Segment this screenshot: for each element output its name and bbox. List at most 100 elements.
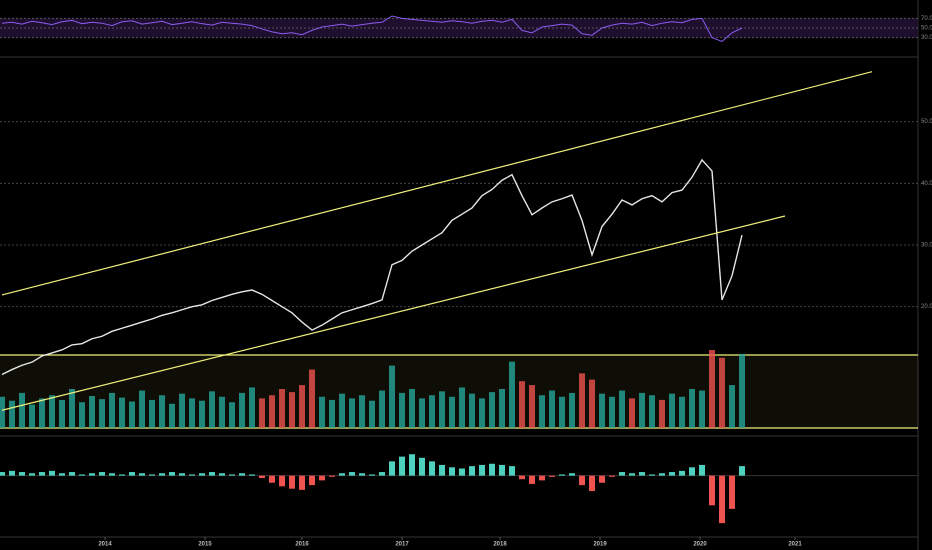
macd-bar bbox=[59, 473, 65, 476]
macd-bar bbox=[319, 475, 325, 481]
rsi-line bbox=[1, 15, 743, 43]
volume-bar bbox=[719, 357, 725, 428]
macd-bar bbox=[579, 475, 585, 486]
volume-bar bbox=[729, 385, 735, 428]
macd-bar bbox=[229, 474, 235, 476]
volume-bar bbox=[29, 404, 35, 428]
macd-bar bbox=[429, 461, 435, 476]
volume-bar bbox=[209, 391, 215, 428]
volume-bar bbox=[709, 350, 715, 428]
volume-bar bbox=[459, 387, 465, 428]
macd-bar bbox=[269, 475, 275, 483]
macd-bar bbox=[179, 473, 185, 476]
macd-bar bbox=[169, 472, 175, 476]
x-tick-label: 2020 bbox=[693, 542, 707, 548]
x-tick-label: 2016 bbox=[295, 542, 309, 548]
volume-bar bbox=[609, 396, 615, 428]
macd-bar bbox=[609, 475, 615, 477]
volume-bar bbox=[739, 353, 745, 428]
macd-bar bbox=[49, 470, 55, 476]
volume-bar bbox=[279, 389, 285, 428]
volume-bar bbox=[449, 396, 455, 428]
volume-bar bbox=[59, 399, 65, 428]
macd-bar bbox=[689, 467, 695, 476]
volume-bar bbox=[229, 402, 235, 428]
volume-bar bbox=[669, 393, 675, 428]
volume-bar bbox=[0, 396, 5, 428]
macd-bar bbox=[209, 472, 215, 476]
macd-bar bbox=[449, 467, 455, 476]
y-tick-label: 30.00 bbox=[921, 243, 932, 249]
macd-bar bbox=[309, 475, 315, 486]
macd-bar bbox=[479, 464, 485, 476]
macd-bar bbox=[109, 473, 115, 476]
macd-bar bbox=[189, 474, 195, 476]
y-tick-label: 30.00 bbox=[921, 35, 932, 41]
macd-bar bbox=[29, 473, 35, 476]
volume-bar bbox=[619, 390, 625, 428]
volume-bar bbox=[569, 392, 575, 428]
macd-bar bbox=[349, 472, 355, 476]
macd-bar bbox=[149, 474, 155, 476]
macd-bar bbox=[119, 474, 125, 476]
macd-bar bbox=[139, 473, 145, 476]
macd-bar bbox=[519, 475, 525, 480]
macd-bar bbox=[679, 470, 685, 476]
macd-bar bbox=[419, 457, 425, 476]
x-tick-label: 2018 bbox=[493, 542, 507, 548]
volume-bar bbox=[159, 395, 165, 428]
volume-bar bbox=[309, 369, 315, 428]
volume-bar bbox=[549, 390, 555, 428]
volume-bar bbox=[149, 399, 155, 428]
volume-bar bbox=[419, 398, 425, 428]
volume-bar bbox=[399, 392, 405, 428]
macd-bar bbox=[649, 474, 655, 476]
volume-bar bbox=[179, 393, 185, 428]
macd-bar bbox=[329, 475, 335, 477]
macd-bar bbox=[279, 475, 285, 487]
volume-bar bbox=[99, 399, 105, 428]
macd-bar bbox=[459, 468, 465, 476]
macd-bar bbox=[0, 472, 5, 476]
volume-bar bbox=[699, 390, 705, 428]
macd-bar bbox=[129, 472, 135, 476]
macd-bar bbox=[249, 474, 255, 476]
channel-line bbox=[1, 215, 786, 411]
volume-bar bbox=[659, 399, 665, 428]
macd-bar bbox=[539, 475, 545, 481]
macd-bar bbox=[639, 472, 645, 476]
volume-bar bbox=[559, 396, 565, 428]
macd-bar bbox=[369, 474, 375, 476]
macd-bar bbox=[489, 463, 495, 476]
volume-bar bbox=[679, 396, 685, 428]
volume-bar bbox=[499, 389, 505, 428]
macd-bar bbox=[359, 473, 365, 476]
macd-bar bbox=[289, 475, 295, 489]
macd-bar bbox=[19, 472, 25, 476]
y-tick-label: 40.00 bbox=[921, 181, 932, 187]
volume-bar bbox=[529, 385, 535, 428]
volume-bar bbox=[319, 396, 325, 428]
macd-bar bbox=[439, 464, 445, 476]
macd-bar bbox=[199, 473, 205, 476]
volume-bar bbox=[239, 392, 245, 428]
price-line bbox=[1, 158, 743, 376]
volume-bar bbox=[369, 400, 375, 428]
x-tick-label: 2017 bbox=[395, 542, 409, 548]
volume-bar bbox=[349, 398, 355, 428]
macd-bar bbox=[669, 472, 675, 476]
volume-bar bbox=[539, 395, 545, 428]
macd-bar bbox=[409, 454, 415, 476]
macd-bar bbox=[219, 473, 225, 476]
macd-bar bbox=[39, 472, 45, 476]
y-tick-label: 50.00 bbox=[921, 119, 932, 125]
volume-bar bbox=[689, 389, 695, 428]
volume-bar bbox=[599, 393, 605, 428]
macd-bar bbox=[9, 470, 15, 476]
macd-bar bbox=[509, 466, 515, 476]
macd-bar bbox=[239, 473, 245, 476]
macd-bar bbox=[299, 475, 305, 490]
volume-bar bbox=[379, 390, 385, 428]
